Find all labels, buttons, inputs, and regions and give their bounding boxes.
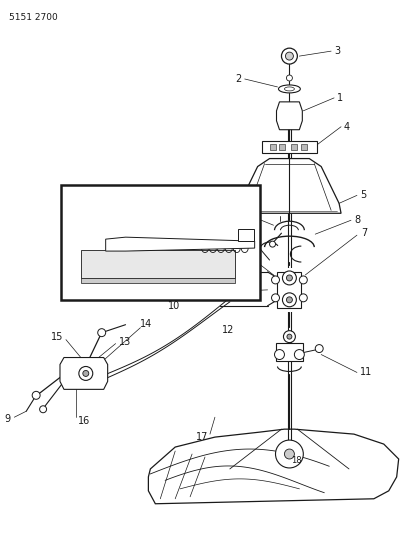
Circle shape — [40, 406, 47, 413]
Circle shape — [270, 241, 275, 247]
Circle shape — [284, 449, 295, 459]
Text: 12: 12 — [197, 290, 210, 300]
Circle shape — [315, 345, 323, 352]
Text: 6: 6 — [233, 207, 239, 217]
Circle shape — [98, 329, 106, 337]
Ellipse shape — [284, 87, 295, 91]
Circle shape — [85, 258, 97, 270]
Bar — [291, 144, 297, 150]
Circle shape — [247, 240, 253, 246]
Circle shape — [282, 48, 297, 64]
Circle shape — [242, 235, 257, 251]
Polygon shape — [60, 358, 108, 389]
Text: 12: 12 — [195, 270, 207, 280]
Text: 8: 8 — [354, 215, 360, 225]
Bar — [81, 278, 235, 283]
Text: 17: 17 — [195, 432, 208, 442]
Text: 7: 7 — [361, 228, 367, 238]
Circle shape — [299, 276, 307, 284]
Circle shape — [113, 240, 119, 246]
Circle shape — [286, 275, 293, 281]
Circle shape — [275, 440, 303, 468]
Text: 9: 9 — [232, 200, 238, 211]
Bar — [61, 185, 259, 300]
Text: 2: 2 — [235, 74, 242, 84]
Circle shape — [287, 334, 292, 339]
Polygon shape — [106, 237, 255, 251]
Circle shape — [275, 350, 284, 360]
Bar — [262, 141, 317, 152]
Circle shape — [83, 370, 89, 376]
Text: 15: 15 — [51, 332, 63, 342]
Circle shape — [286, 75, 293, 81]
Text: 5: 5 — [360, 190, 366, 200]
Bar — [81, 250, 235, 278]
Circle shape — [272, 276, 279, 284]
Circle shape — [32, 391, 40, 399]
Text: 11: 11 — [360, 367, 372, 377]
Circle shape — [272, 294, 279, 302]
Circle shape — [286, 52, 293, 60]
Text: 9: 9 — [4, 414, 10, 424]
Text: 5151 2700: 5151 2700 — [9, 13, 58, 22]
Circle shape — [286, 297, 293, 303]
Bar — [270, 144, 275, 150]
Bar — [302, 144, 307, 150]
Circle shape — [282, 293, 296, 307]
Circle shape — [299, 294, 307, 302]
Text: 14: 14 — [140, 319, 153, 329]
Text: 1: 1 — [337, 93, 343, 103]
Text: 12: 12 — [222, 325, 234, 335]
Bar — [277, 272, 302, 308]
Circle shape — [188, 262, 193, 266]
Circle shape — [184, 258, 196, 270]
Circle shape — [108, 235, 124, 251]
Circle shape — [105, 258, 117, 270]
Bar — [238, 229, 254, 241]
Text: 3: 3 — [334, 46, 340, 56]
Text: 10: 10 — [168, 301, 180, 311]
Circle shape — [86, 237, 96, 247]
Text: 4: 4 — [344, 122, 350, 132]
Text: 16: 16 — [78, 416, 90, 426]
Circle shape — [295, 350, 304, 360]
Bar — [279, 144, 286, 150]
Circle shape — [284, 330, 295, 343]
Bar — [275, 343, 303, 360]
Polygon shape — [149, 429, 399, 504]
Text: 18: 18 — [291, 456, 302, 465]
Polygon shape — [238, 158, 341, 213]
Circle shape — [88, 262, 93, 266]
Polygon shape — [277, 102, 302, 130]
Ellipse shape — [279, 85, 300, 93]
Text: 7: 7 — [212, 228, 218, 238]
Circle shape — [79, 367, 93, 381]
Circle shape — [108, 262, 113, 266]
Text: 13: 13 — [119, 337, 131, 346]
Polygon shape — [272, 268, 307, 312]
Circle shape — [282, 271, 296, 285]
